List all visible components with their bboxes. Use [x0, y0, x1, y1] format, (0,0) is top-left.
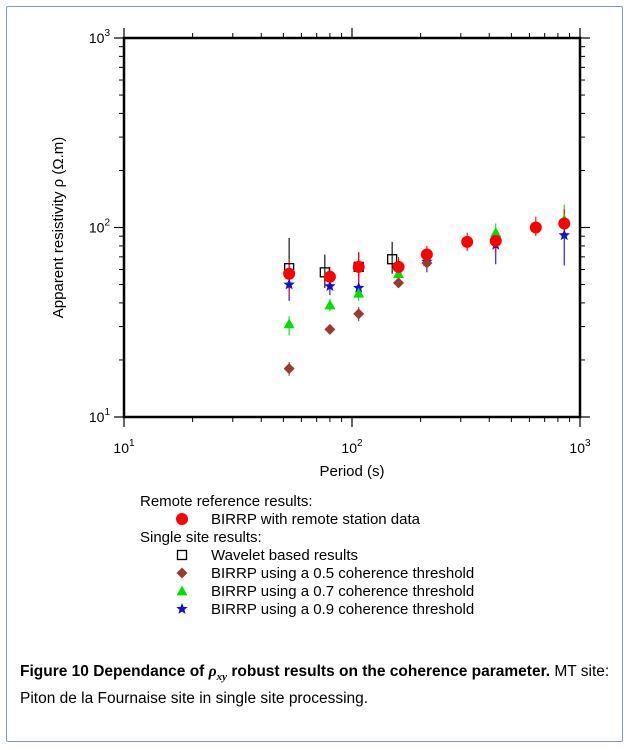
- data-point-triangle: [490, 227, 502, 237]
- legend-group-title: Single site results:: [140, 529, 262, 546]
- data-point-diamond: [353, 308, 365, 320]
- caption-math-symbol: ρ: [208, 663, 217, 680]
- plot-frame: [122, 36, 582, 419]
- x-axis-label: Period (s): [319, 463, 384, 480]
- y-axis-label: Apparent resistivity ρ (Ω.m): [50, 137, 67, 318]
- data-point-star: [352, 281, 365, 293]
- figure-caption: Figure 10 Dependance of ρxy robust resul…: [20, 661, 616, 710]
- marker-layer: [283, 214, 571, 375]
- data-point-circle: [352, 260, 365, 273]
- legend-entry-label: BIRRP with remote station data: [211, 511, 421, 528]
- caption-math-subscript: xy: [216, 671, 228, 684]
- data-point-triangle: [324, 299, 336, 310]
- data-point-triangle: [393, 268, 405, 279]
- legend-marker-square: [176, 549, 188, 561]
- legend-entry-label: BIRRP using a 0.5 coherence threshold: [211, 565, 474, 582]
- data-point-diamond: [421, 257, 433, 269]
- caption-body: MT site: Piton de la Fournaise site in s…: [20, 663, 610, 708]
- legend-marker-star: [176, 603, 188, 614]
- data-point-triangle: [283, 318, 295, 329]
- data-point-star: [558, 229, 570, 241]
- data-point-circle: [489, 234, 502, 247]
- data-point-star: [324, 280, 336, 292]
- caption-title-start: Dependance of: [93, 663, 209, 680]
- legend-group-title: Remote reference results:: [140, 493, 313, 510]
- data-point-circle: [323, 270, 336, 283]
- data-point-circle: [420, 248, 433, 261]
- data-point-circle: [283, 267, 296, 280]
- data-point-diamond: [393, 277, 405, 289]
- data-point-triangle: [353, 287, 365, 298]
- data-point-square: [386, 254, 398, 265]
- data-point-circle: [558, 217, 571, 230]
- data-point-circle: [461, 235, 474, 248]
- caption-math-rho: ρxy: [208, 663, 228, 684]
- figure-border: [6, 6, 623, 742]
- legend-entry-label: BIRRP using a 0.7 coherence threshold: [211, 583, 474, 600]
- data-point-circle: [392, 260, 405, 273]
- y-tick-label: 103: [89, 28, 111, 46]
- x-tick-label: 102: [341, 438, 363, 456]
- data-point-diamond: [283, 363, 295, 375]
- legend-entry-label: Wavelet based results: [211, 547, 358, 564]
- x-tick-label: 103: [569, 438, 591, 456]
- legend-marker-diamond: [176, 567, 188, 579]
- caption-label: Figure 10: [20, 663, 89, 680]
- axes-layer: 101 102 103 101 102 103: [89, 28, 591, 456]
- legend-marker-circle: [176, 513, 188, 525]
- chart-canvas: 101 102 103 101 102 103 Period (s) Apparent r…: [50, 28, 591, 618]
- caption-title-end: robust results on the coherence paramete…: [227, 663, 551, 680]
- legend: Remote reference results:BIRRP with remo…: [140, 493, 474, 618]
- data-point-circle: [529, 221, 542, 234]
- legend-marker-triangle: [176, 585, 188, 596]
- y-tick-label: 101: [89, 407, 111, 425]
- errorbar-layer: [288, 204, 565, 376]
- y-tick-label: 102: [89, 218, 111, 236]
- legend-entry-label: BIRRP using a 0.9 coherence threshold: [211, 601, 474, 618]
- x-tick-label: 101: [113, 438, 135, 456]
- data-point-diamond: [324, 323, 336, 335]
- data-point-star: [283, 278, 295, 290]
